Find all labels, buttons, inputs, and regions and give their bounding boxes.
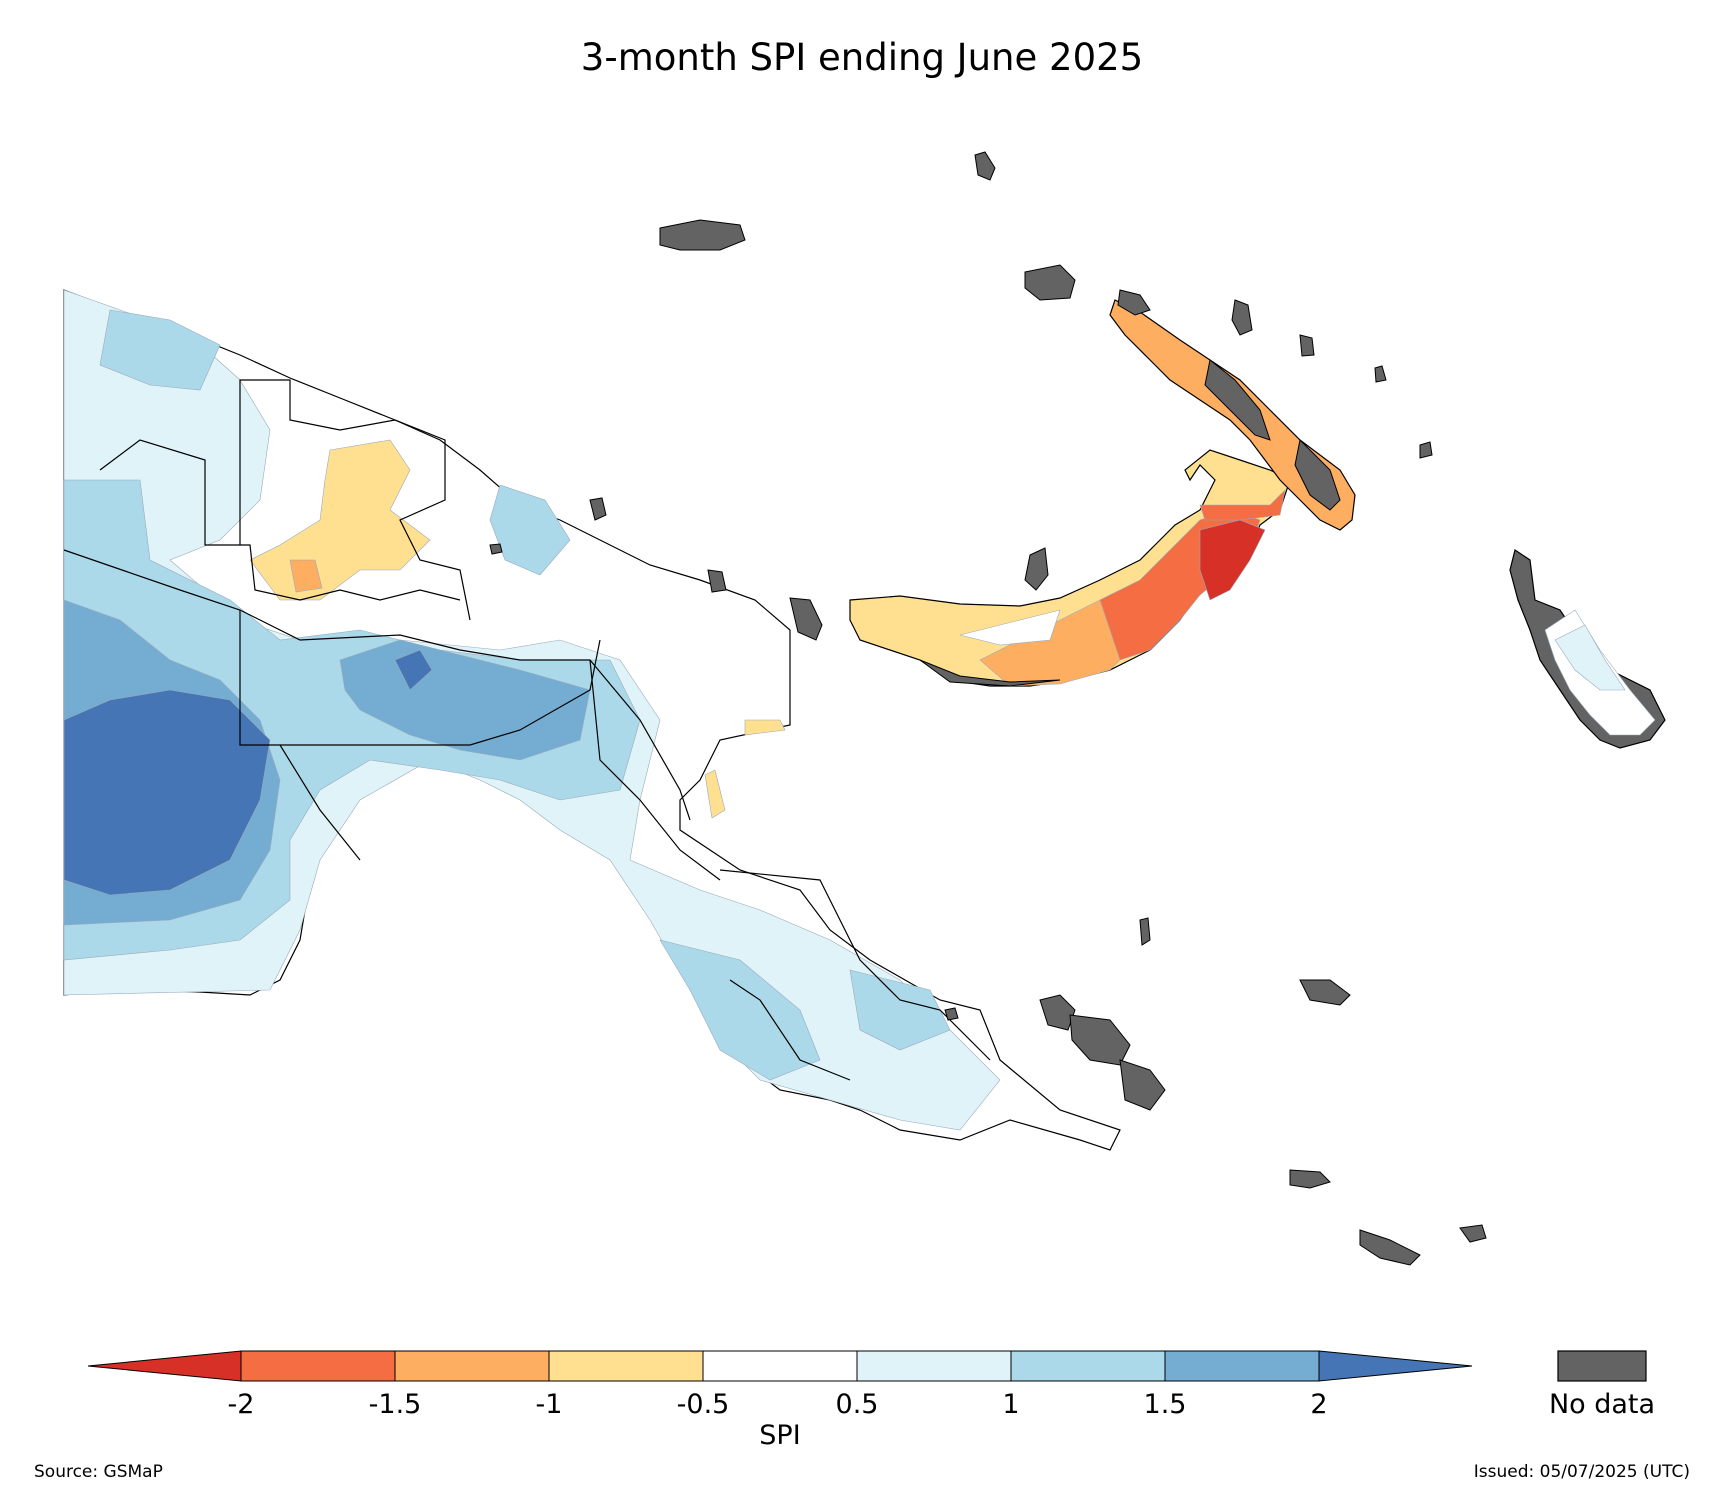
nodata-label: No data: [1549, 1389, 1655, 1420]
new-britain-spi-neg2-neg1.5-b: [1199, 489, 1286, 521]
spi-zone-1-1.5-e: [849, 969, 951, 1051]
spi-zone-gt2: [63, 689, 271, 896]
new-britain-nodata: [919, 659, 1061, 687]
spi-zone-gt2-b: [394, 649, 433, 691]
colorbar-bin-lt-neg2: [87, 1350, 242, 1382]
colorbar-bin-neg2-neg1.5: [240, 1350, 396, 1382]
new-ireland: [1109, 299, 1356, 531]
colorbar-bin-neg1.5-neg1: [394, 1350, 550, 1382]
colorbar: -2 -1.5 -1 -0.5 0.5 1 1.5 2 SPI: [87, 1350, 1473, 1451]
bougainville-spi-0.5-1: [1554, 624, 1626, 691]
new-ireland-nodata-b: [1294, 438, 1341, 511]
nodata-legend: No data: [1549, 1350, 1655, 1420]
spi-zone-1-1.5-d: [659, 939, 821, 1081]
spi-zone-neg1-neg0.5-c: [704, 769, 726, 819]
colorbar-bin-neg1-neg0.5: [548, 1350, 704, 1382]
new-ireland-nodata: [1204, 359, 1271, 441]
spi-zone-neg1.5-neg1: [289, 559, 323, 593]
nodata-swatch: [1557, 1350, 1647, 1382]
colorbar-tick-label: -1: [536, 1389, 563, 1420]
spi-zone-1-1.5-b: [99, 309, 221, 391]
spi-zone-1-1.5-c: [489, 484, 571, 576]
source-text: Source: GSMaP: [34, 1462, 163, 1482]
colorbar-bin-1.5-2: [1164, 1350, 1320, 1382]
new-ireland-land: [1109, 299, 1356, 531]
spi-zone-neg1-neg0.5-b: [744, 719, 786, 736]
colorbar-tick-label: -1.5: [369, 1389, 422, 1420]
colorbar-tick-label: -2: [228, 1389, 255, 1420]
colorbar-tick-label: 0.5: [836, 1389, 879, 1420]
colorbar-bin-gt2: [1318, 1350, 1473, 1382]
colorbar-bin-1-1.5: [1010, 1350, 1166, 1382]
colorbar-axis-label: SPI: [759, 1420, 800, 1451]
colorbar-bin-neg0.5-0.5: [702, 1350, 858, 1382]
colorbar-tick-label: 1.5: [1144, 1389, 1187, 1420]
map-title: 3-month SPI ending June 2025: [580, 36, 1144, 79]
colorbar-tick-label: 1: [1002, 1389, 1019, 1420]
nodata-islands: [489, 151, 1487, 1266]
bougainville: [1509, 549, 1666, 749]
new-britain: [849, 449, 1291, 687]
colorbar-bin-0.5-1: [856, 1350, 1012, 1382]
new-britain-white: [959, 609, 1061, 646]
issued-text: Issued: 05/07/2025 (UTC): [1473, 1462, 1690, 1482]
colorbar-tick-label: -0.5: [677, 1389, 730, 1420]
new-britain-spi-lt-neg2: [1199, 519, 1266, 601]
colorbar-tick-label: 2: [1310, 1389, 1327, 1420]
mainland: [63, 289, 1121, 1151]
